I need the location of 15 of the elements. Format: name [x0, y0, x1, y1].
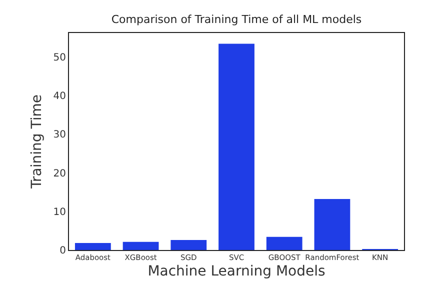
chart-title: Comparison of Training Time of all ML models	[111, 12, 362, 26]
bar	[122, 242, 159, 250]
y-tick-label: 40	[53, 91, 66, 102]
y-tick-label: 0	[60, 246, 66, 256]
bar	[314, 199, 350, 250]
y-axis-title: Training Time	[28, 94, 45, 190]
y-tick-label: 50	[53, 52, 66, 64]
y-tick-label: 20	[53, 168, 66, 180]
y-tick-label: 10	[53, 206, 66, 218]
bar	[170, 240, 207, 250]
bar	[266, 236, 302, 250]
y-tick-label: 30	[53, 130, 66, 141]
x-axis-title: Machine Learning Models	[148, 263, 326, 280]
bar	[74, 243, 111, 250]
bar	[218, 44, 254, 250]
